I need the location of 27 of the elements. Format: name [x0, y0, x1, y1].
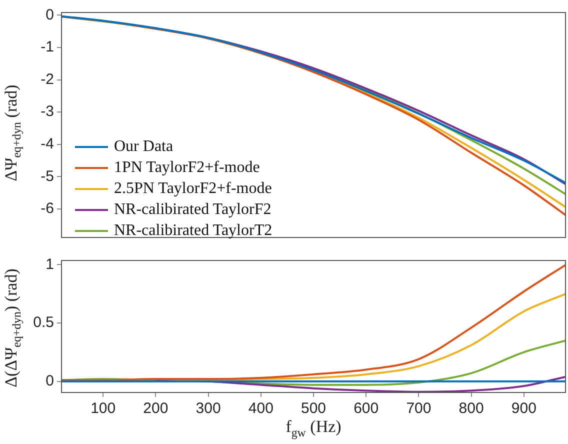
x-tick-label: 300: [196, 400, 221, 418]
x-tick-label: 800: [458, 400, 484, 418]
x-tick-label: 900: [511, 400, 536, 418]
y-tick-label: -5: [40, 168, 54, 185]
x-tick-label: 400: [248, 400, 274, 418]
y-tick-label: -6: [40, 200, 54, 218]
y-tick-label: 0: [46, 6, 54, 24]
legend-label: 2.5PN TaylorF2+f-mode: [114, 179, 272, 199]
y-tick-label: -1: [40, 38, 54, 56]
x-axis-title: f$_{gw}$ (Hz): [286, 417, 342, 440]
x-tick-label: 200: [143, 400, 168, 418]
legend-label: NR-calibirated TaylorF2: [114, 200, 272, 220]
line-series: [61, 264, 566, 382]
x-tick-label: 600: [354, 400, 379, 418]
legend-label: Our Data: [114, 137, 174, 157]
y-tick-label: 0: [46, 372, 54, 390]
x-tick-label: 500: [300, 400, 326, 418]
legend-label: 1PN TaylorF2+f-mode: [114, 158, 260, 178]
y-tick-label: 0.5: [33, 314, 54, 332]
x-tick-label: 100: [90, 400, 116, 418]
legend-label: NR-calibirated TaylorT2: [114, 221, 272, 241]
x-tick-label: 700: [406, 400, 432, 418]
y-tick-label: -4: [40, 136, 54, 153]
y-tick-label: -3: [40, 103, 54, 120]
y-tick-label: 1: [46, 256, 54, 273]
line-series: [154, 376, 566, 393]
y-tick-label: -2: [40, 70, 54, 88]
